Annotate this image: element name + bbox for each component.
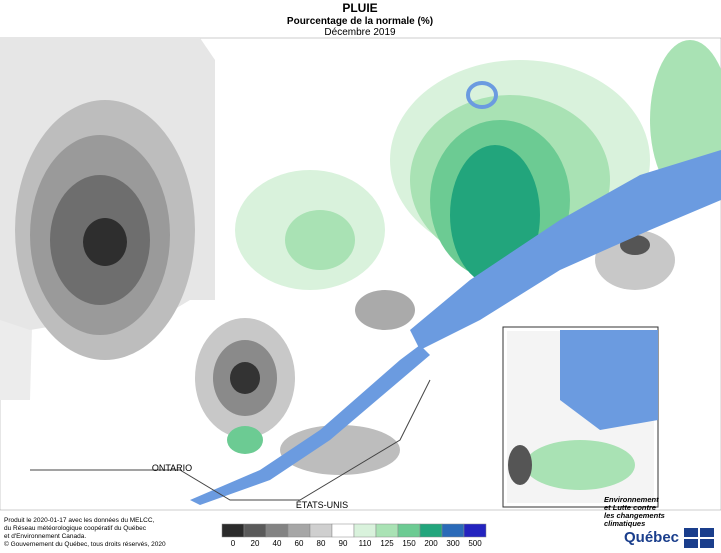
- inset-water: [560, 330, 658, 430]
- legend-swatch: [265, 523, 289, 538]
- ministry-line: les changements: [604, 511, 665, 520]
- inset-zone: [508, 445, 532, 485]
- legend-tick: 80: [317, 539, 326, 548]
- legend-tick: 20: [251, 539, 260, 548]
- legend-swatch: [463, 523, 487, 538]
- legend-swatch: [309, 523, 333, 538]
- legend-tick: 125: [380, 539, 394, 548]
- map: ONTARIO ÉTATS-UNIS: [0, 37, 721, 511]
- legend: 0 20 40 60 80 90 110 125 150 200 300 500: [221, 523, 487, 548]
- legend-swatch: [287, 523, 311, 538]
- credit-line: et d'Environnement Canada.: [4, 533, 86, 540]
- logo-flag: [700, 539, 714, 548]
- reservoir: [466, 81, 498, 109]
- logo-flag: [700, 528, 714, 537]
- legend-tick: 200: [424, 539, 438, 548]
- legend-tick: 150: [402, 539, 416, 548]
- legend-swatch: [331, 523, 355, 538]
- st-lawrence: [410, 150, 721, 350]
- green-zone: [285, 210, 355, 270]
- legend-swatch: [397, 523, 421, 538]
- legend-tick: 90: [339, 539, 348, 548]
- period: Décembre 2019: [324, 27, 396, 38]
- legend-swatch: [419, 523, 443, 538]
- logo-flag: [684, 539, 698, 548]
- ministry-line: climatiques: [604, 519, 645, 528]
- legend-swatch: [441, 523, 465, 538]
- subtitle: Pourcentage de la normale (%): [287, 16, 433, 27]
- border: [30, 379, 431, 501]
- title: PLUIE: [342, 1, 377, 15]
- ministry-line: et Lutte contre: [604, 503, 656, 512]
- inset-zone: [525, 440, 635, 490]
- legend-tick: 500: [468, 539, 482, 548]
- legend-swatch: [353, 523, 377, 538]
- legend-tick: 40: [273, 539, 282, 548]
- legend-swatch: [243, 523, 267, 538]
- gray-zone: [355, 290, 415, 330]
- legend-tick: 110: [359, 539, 372, 548]
- region-label: ONTARIO: [152, 463, 192, 473]
- ministry-line: Environnement: [604, 495, 659, 504]
- credit-line: du Réseau météorologique coopératif du Q…: [4, 525, 147, 532]
- legend-tick: 300: [446, 539, 460, 548]
- legend-tick: 0: [231, 539, 236, 548]
- credit-line: Produit le 2020-01-17 avec les données d…: [4, 517, 155, 524]
- logo-name: Québec: [624, 529, 679, 546]
- river: [190, 345, 430, 505]
- gray-zone: [83, 218, 127, 266]
- legend-swatch: [375, 523, 399, 538]
- logo-flag: [684, 528, 698, 537]
- gray-zone: [230, 362, 260, 394]
- legend-tick: 60: [295, 539, 304, 548]
- credits: Produit le 2020-01-17 avec les données d…: [4, 517, 166, 548]
- legend-swatch: [221, 523, 245, 538]
- green-zone: [227, 426, 263, 454]
- credit-line: © Gouvernement du Québec, tous droits ré…: [4, 540, 166, 548]
- region-label: ÉTATS-UNIS: [296, 500, 348, 510]
